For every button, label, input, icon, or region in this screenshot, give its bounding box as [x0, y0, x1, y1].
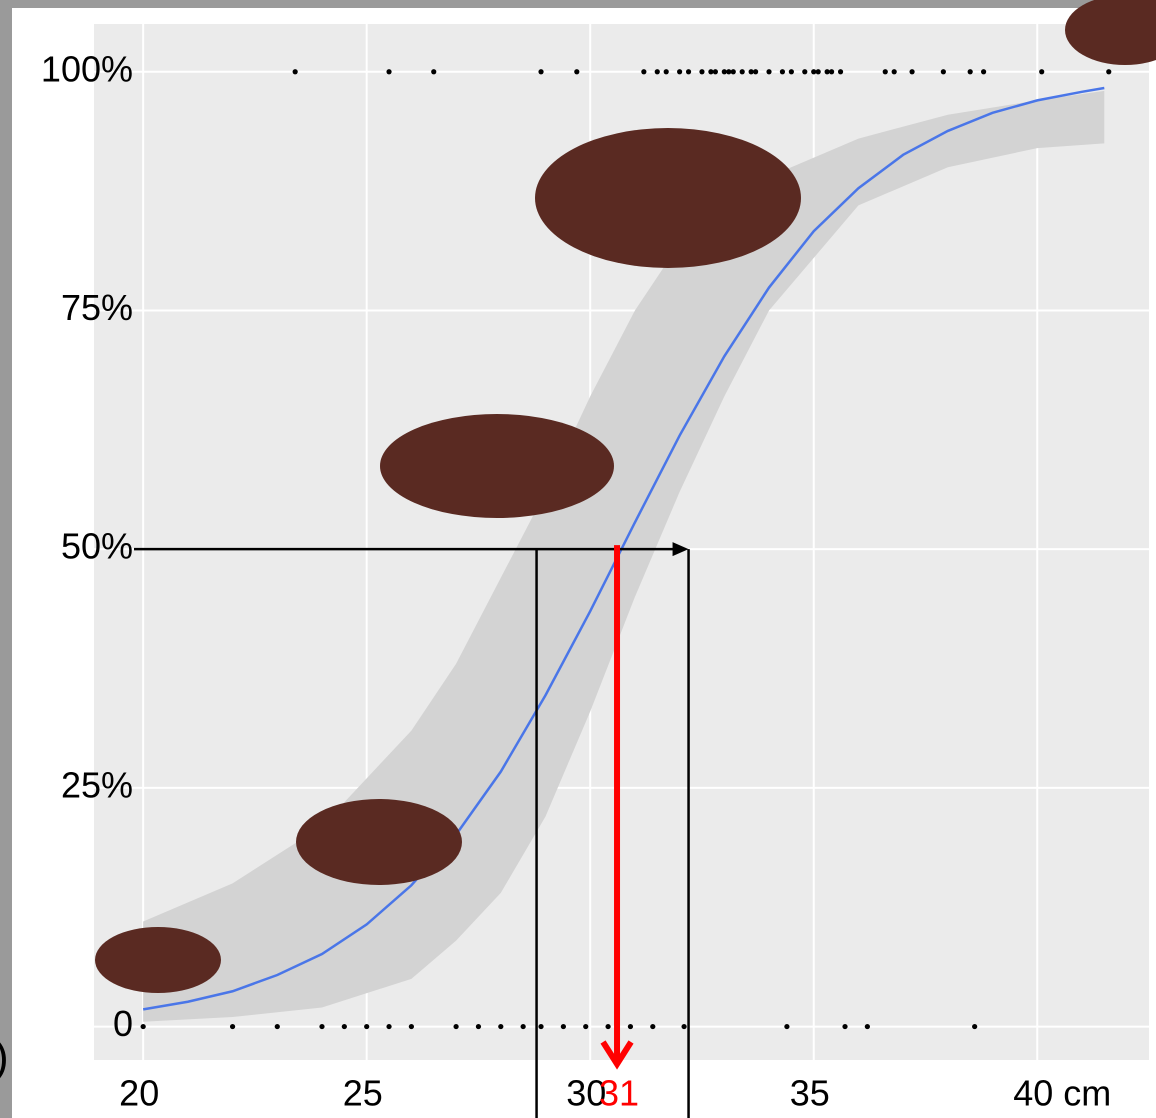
data-point: [825, 69, 830, 74]
data-point: [865, 1024, 870, 1029]
data-point: [892, 69, 897, 74]
data-point: [538, 1024, 543, 1029]
data-point: [972, 1024, 977, 1029]
x-tick-label: 25: [343, 1073, 383, 1114]
data-point: [789, 69, 794, 74]
data-point: [521, 1024, 526, 1029]
data-point: [981, 69, 986, 74]
data-point: [708, 69, 713, 74]
data-point: [753, 69, 758, 74]
data-point: [230, 1024, 235, 1029]
data-point: [476, 1024, 481, 1029]
x-tick-label: 35: [790, 1073, 830, 1114]
chart: 025%50%75%100%2025303540 cm31 ): [0, 0, 1156, 1118]
data-point: [498, 1024, 503, 1029]
data-point: [628, 1024, 633, 1029]
data-point: [275, 1024, 280, 1029]
data-point: [583, 1024, 588, 1029]
data-point: [780, 69, 785, 74]
data-point: [605, 1024, 610, 1029]
x-tick-label: 40 cm: [1013, 1073, 1111, 1114]
data-point: [655, 69, 660, 74]
data-point: [141, 1024, 146, 1029]
data-point: [968, 69, 973, 74]
page: {"chart_data": {"type": "line", "color":…: [0, 0, 1156, 1118]
data-point: [409, 1024, 414, 1029]
data-point: [726, 69, 731, 74]
data-point: [731, 69, 736, 74]
data-point: [1039, 69, 1044, 74]
data-point: [686, 69, 691, 74]
data-point: [1106, 69, 1111, 74]
data-point: [561, 1024, 566, 1029]
data-point: [650, 1024, 655, 1029]
photo: [380, 414, 614, 518]
data-point: [740, 69, 745, 74]
data-point: [802, 69, 807, 74]
photo: [95, 927, 221, 993]
data-point: [342, 1024, 347, 1029]
data-point: [431, 69, 436, 74]
data-point: [664, 69, 669, 74]
x-tick-label: 20: [119, 1073, 159, 1114]
y-tick-label: 100%: [41, 48, 133, 89]
y-tick-label: 50%: [61, 526, 133, 567]
data-point: [319, 1024, 324, 1029]
data-point: [574, 69, 579, 74]
data-point: [386, 1024, 391, 1029]
data-point: [829, 69, 834, 74]
y-tick-label: 25%: [61, 764, 133, 805]
photo: [535, 128, 801, 268]
photo: [296, 799, 462, 885]
data-point: [722, 69, 727, 74]
data-point: [699, 69, 704, 74]
data-point: [681, 1024, 686, 1029]
data-point: [293, 69, 298, 74]
data-point: [386, 69, 391, 74]
data-point: [364, 1024, 369, 1029]
data-point: [749, 69, 754, 74]
data-point: [641, 69, 646, 74]
y-tick-label: 75%: [61, 287, 133, 328]
data-point: [842, 1024, 847, 1029]
data-point: [677, 69, 682, 74]
data-point: [941, 69, 946, 74]
data-point: [811, 69, 816, 74]
data-point: [883, 69, 888, 74]
annotation: 31: [599, 1073, 639, 1114]
data-point: [816, 69, 821, 74]
data-point: [766, 69, 771, 74]
frame-left: [0, 0, 12, 1118]
data-point: [453, 1024, 458, 1029]
data-point: [784, 1024, 789, 1029]
data-point: [909, 69, 914, 74]
frame-top: [0, 0, 1156, 8]
edge-glyph: ): [0, 1033, 9, 1082]
data-point: [538, 69, 543, 74]
data-point: [713, 69, 718, 74]
data-point: [838, 69, 843, 74]
y-tick-label: 0: [113, 1003, 133, 1044]
